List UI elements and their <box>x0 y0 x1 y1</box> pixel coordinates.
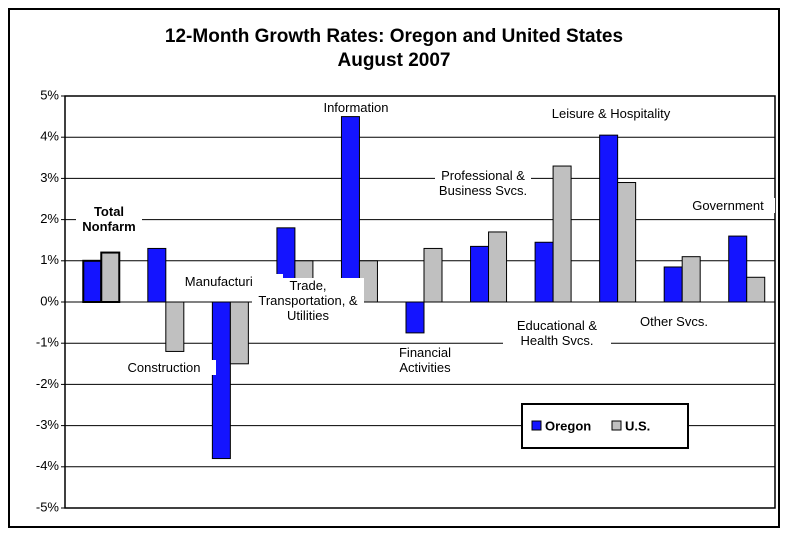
bar <box>423 247 443 303</box>
bar <box>147 247 167 303</box>
category-label: Information <box>309 100 403 115</box>
legend-label: Oregon <box>545 418 591 433</box>
category-label: Government <box>681 198 775 213</box>
bar <box>617 182 637 303</box>
category-label: Total Nonfarm <box>76 204 142 234</box>
bar <box>470 245 490 303</box>
y-tick-label: 0% <box>40 293 59 308</box>
bar <box>534 241 554 303</box>
category-label: Educational & Health Svcs. <box>503 318 611 348</box>
bar <box>599 134 619 303</box>
legend-swatch <box>531 420 542 431</box>
bar <box>82 259 103 303</box>
bar <box>746 276 766 303</box>
bar <box>663 266 683 303</box>
legend-swatch <box>611 420 622 431</box>
category-label: Trade, Transportation, & Utilities <box>252 278 364 323</box>
y-tick-label: 2% <box>40 211 59 226</box>
y-tick-label: 5% <box>40 87 59 102</box>
chart-title: 12-Month Growth Rates: Oregon and United… <box>164 26 624 47</box>
bar <box>681 256 701 303</box>
bar <box>100 251 121 303</box>
y-tick-label: -4% <box>36 458 60 473</box>
category-label: Construction <box>112 360 216 375</box>
chart-subtitle: August 2007 <box>337 50 451 71</box>
bar <box>211 301 231 460</box>
category-label: Leisure & Hospitality <box>529 106 693 121</box>
bar <box>728 235 748 303</box>
y-tick-label: -5% <box>36 499 60 514</box>
legend-label: U.S. <box>625 418 650 433</box>
plot-border <box>64 95 776 509</box>
y-tick-label: 1% <box>40 252 59 267</box>
y-tick-label: 3% <box>40 170 59 185</box>
category-label: Professional & Business Svcs. <box>435 168 531 198</box>
y-tick-label: -3% <box>36 417 60 432</box>
category-label: Financial Activities <box>385 345 465 375</box>
bar <box>552 165 572 303</box>
bar <box>405 301 425 334</box>
y-tick-label: 4% <box>40 129 59 144</box>
bar <box>229 301 249 365</box>
bar <box>165 301 185 352</box>
bar <box>340 116 360 303</box>
bar <box>488 231 508 303</box>
y-tick-label: -2% <box>36 376 60 391</box>
y-tick-label: -1% <box>36 335 60 350</box>
legend-box <box>521 403 689 449</box>
category-label: Other Svcs. <box>630 314 718 329</box>
